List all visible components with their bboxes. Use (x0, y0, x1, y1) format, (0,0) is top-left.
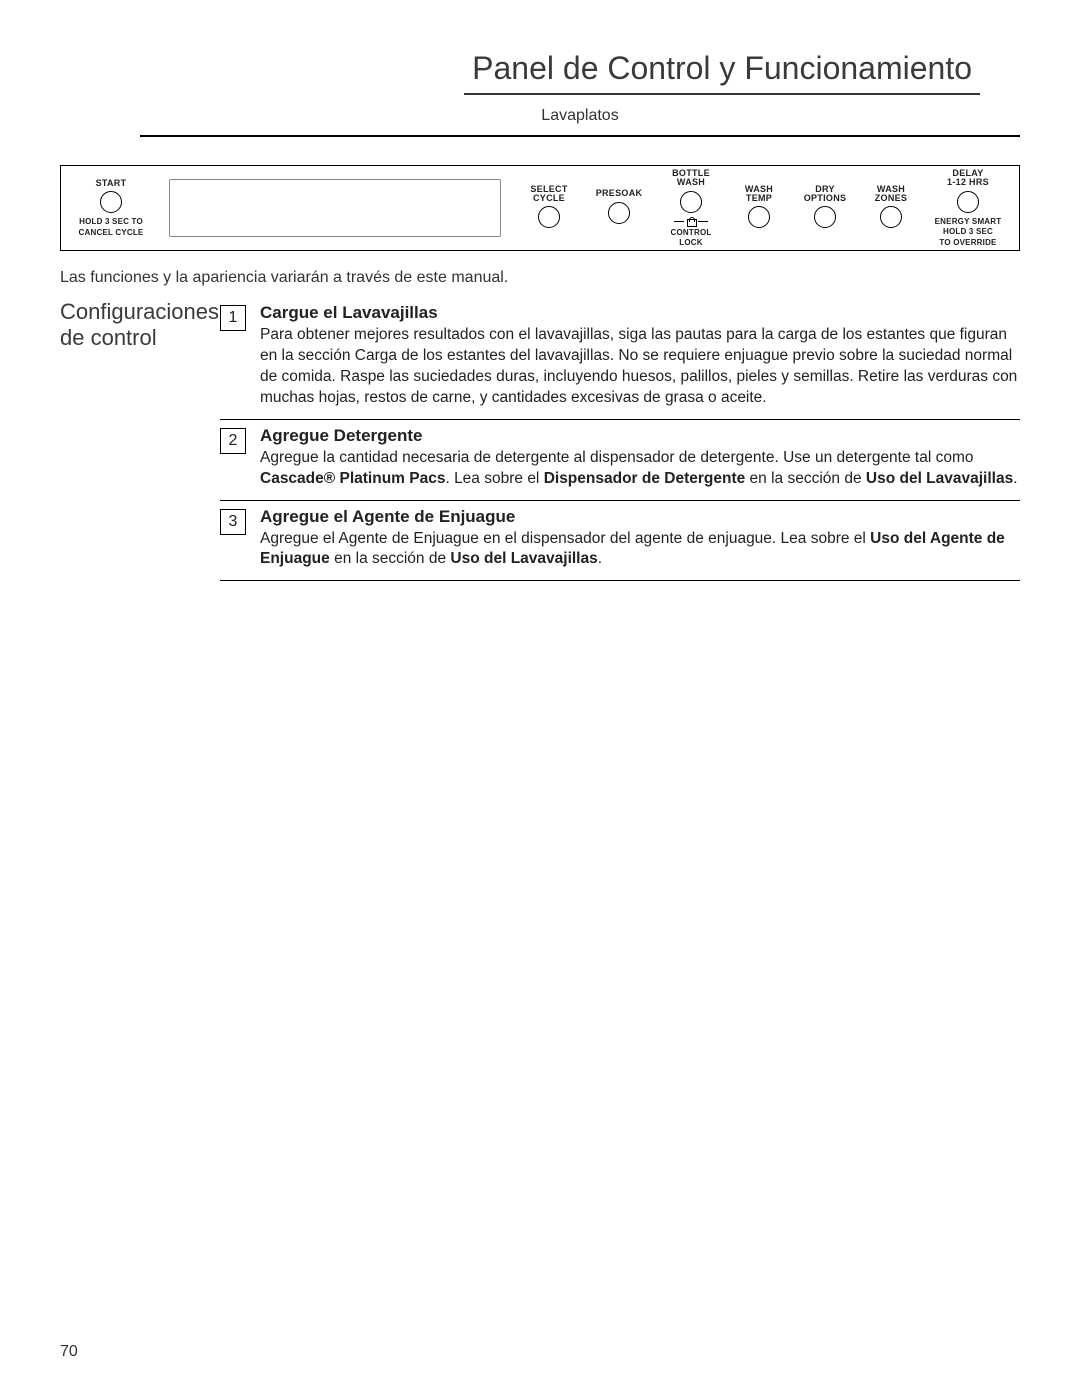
page-header: Panel de Control y Funcionamiento Lavapl… (140, 50, 1020, 137)
button-circle-icon (608, 202, 630, 224)
btn-label: WASH (677, 178, 705, 187)
steps-section: Configuraciones de control 1 Cargue el L… (60, 297, 1020, 581)
panel-btn-dry-options: DRY OPTIONS (795, 185, 855, 232)
side-label-line: de control (60, 325, 157, 350)
step-item: 2 Agregue Detergente Agregue la cantidad… (220, 420, 1020, 501)
button-circle-icon (880, 206, 902, 228)
panel-btn-bottle-wash: BOTTLE WASH CONTROL LOCK (659, 169, 723, 248)
button-circle-icon (680, 191, 702, 213)
header-rule (140, 135, 1020, 137)
page-subtitle: Lavaplatos (140, 107, 1020, 125)
step-title: Agregue el Agente de Enjuague (260, 507, 1020, 527)
btn-label: START (96, 179, 127, 188)
step-text: Agregue la cantidad necesaria de deterge… (260, 448, 1020, 490)
steps-list: 1 Cargue el Lavavajillas Para obtener me… (220, 297, 1020, 581)
button-circle-icon (100, 191, 122, 213)
panel-btn-wash-temp: WASH TEMP (731, 185, 787, 232)
page-title: Panel de Control y Funcionamiento (464, 50, 980, 95)
step-title: Agregue Detergente (260, 426, 1020, 446)
btn-label: OPTIONS (804, 194, 847, 203)
button-circle-icon (748, 206, 770, 228)
panel-btn-delay: DELAY 1-12 HRS ENERGY SMART HOLD 3 SEC T… (927, 169, 1009, 247)
btn-label: ZONES (875, 194, 908, 203)
step-number-box: 2 (220, 428, 246, 454)
btn-sublabel: CONTROL (671, 229, 712, 237)
page-number: 70 (60, 1343, 78, 1361)
section-side-label: Configuraciones de control (60, 297, 220, 581)
step-number-box: 1 (220, 305, 246, 331)
disclaimer-note: Las funciones y la apariencia variarán a… (60, 269, 1020, 287)
btn-label: 1-12 HRS (947, 178, 989, 187)
step-item: 3 Agregue el Agente de Enjuague Agregue … (220, 501, 1020, 582)
lock-icon (687, 217, 695, 227)
step-text: Para obtener mejores resultados con el l… (260, 325, 1020, 409)
btn-sublabel: HOLD 3 SEC (943, 228, 993, 236)
btn-sublabel: HOLD 3 SEC TO (79, 218, 143, 226)
panel-btn-wash-zones: WASH ZONES (863, 185, 919, 232)
control-lock-row (674, 217, 708, 227)
btn-label: TEMP (746, 194, 772, 203)
panel-btn-start: START HOLD 3 SEC TO CANCEL CYCLE (71, 179, 151, 237)
manual-page: Panel de Control y Funcionamiento Lavapl… (0, 0, 1080, 1397)
button-circle-icon (957, 191, 979, 213)
btn-sublabel: LOCK (679, 239, 702, 247)
step-text: Agregue el Agente de Enjuague en el disp… (260, 529, 1020, 571)
panel-btn-presoak: PRESOAK (587, 189, 651, 226)
btn-sublabel: ENERGY SMART (935, 218, 1002, 226)
btn-label: PRESOAK (596, 189, 643, 198)
button-circle-icon (814, 206, 836, 228)
panel-btn-select-cycle: SELECT CYCLE (519, 185, 579, 232)
panel-display (169, 179, 501, 237)
step-title: Cargue el Lavavajillas (260, 303, 1020, 323)
button-circle-icon (538, 206, 560, 228)
btn-sublabel: CANCEL CYCLE (79, 229, 144, 237)
control-panel-diagram: START HOLD 3 SEC TO CANCEL CYCLE SELECT … (60, 165, 1020, 251)
btn-sublabel: TO OVERRIDE (939, 239, 996, 247)
side-label-line: Configuraciones (60, 299, 219, 324)
btn-label: CYCLE (533, 194, 565, 203)
step-number-box: 3 (220, 509, 246, 535)
step-item: 1 Cargue el Lavavajillas Para obtener me… (220, 297, 1020, 420)
